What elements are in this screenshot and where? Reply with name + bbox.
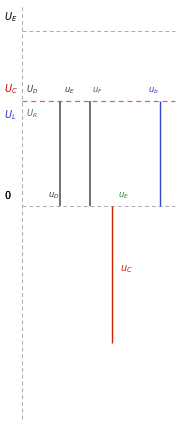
Text: $u_D$: $u_D$ — [48, 190, 60, 201]
Text: $u_b$: $u_b$ — [148, 85, 159, 96]
Text: $u_C$: $u_C$ — [120, 263, 133, 275]
Text: $U_L$: $U_L$ — [4, 108, 17, 122]
Text: $0$: $0$ — [4, 189, 12, 201]
Text: $U_C$: $U_C$ — [4, 82, 18, 96]
Text: $u_F$: $u_F$ — [92, 85, 103, 96]
Text: $U_R$: $U_R$ — [26, 107, 38, 120]
Text: $u_E$: $u_E$ — [118, 190, 129, 201]
Text: $0$: $0$ — [4, 189, 12, 201]
Text: $u_E$: $u_E$ — [64, 85, 75, 96]
Text: $U_E$: $U_E$ — [4, 10, 17, 24]
Text: $U_D$: $U_D$ — [26, 83, 38, 96]
